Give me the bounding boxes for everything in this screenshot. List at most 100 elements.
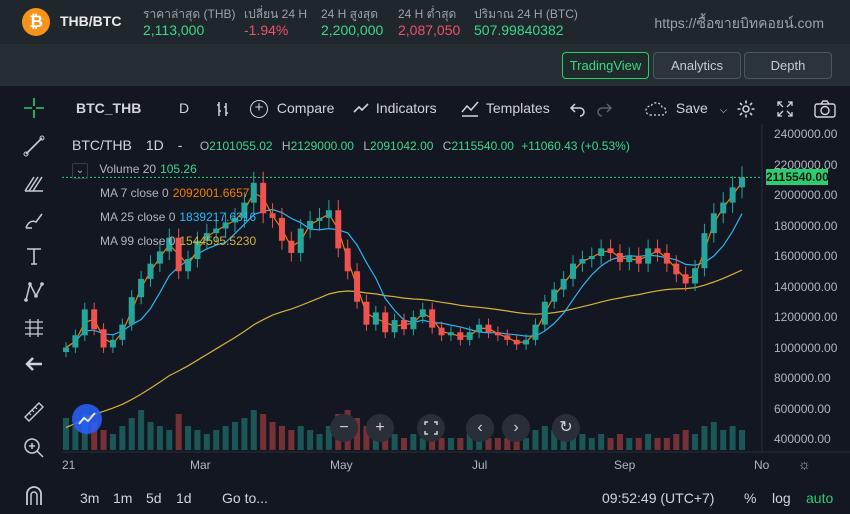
volume-bar	[91, 422, 98, 450]
candle-body	[616, 252, 623, 263]
chart-area[interactable]: BTC/THB 1D - O2101055.02 H2129000.00 L2091…	[62, 124, 850, 472]
depth-button[interactable]: Depth	[744, 52, 832, 79]
fib-tool-icon[interactable]	[20, 171, 48, 199]
volume-bar	[701, 426, 708, 450]
ma99-line	[65, 269, 743, 429]
goto-button[interactable]: Go to...	[222, 490, 268, 506]
candle-body	[419, 309, 426, 317]
candle-body	[260, 182, 267, 214]
candle-body	[626, 256, 633, 263]
candle-body	[297, 228, 304, 253]
volume-bar	[485, 438, 492, 450]
axis-settings-gear-icon[interactable]: ☼	[798, 456, 811, 472]
time-tick-label: Mar	[190, 458, 211, 472]
volume-legend-value: 105.26	[160, 162, 197, 176]
volume-bar	[147, 422, 154, 450]
range-5d[interactable]: 5d	[146, 490, 162, 506]
range-1d[interactable]: 1d	[176, 490, 192, 506]
c-value: 2115540.00	[451, 139, 514, 153]
camera-icon[interactable]	[814, 94, 836, 122]
ma99-legend[interactable]: MA 99 close 0 1544595.5230	[100, 234, 256, 248]
range-1m[interactable]: 1m	[113, 490, 133, 506]
volume-legend[interactable]: ⌄ Volume 20 105.26	[72, 162, 197, 179]
ma25-legend[interactable]: MA 25 close 0 1839217.6316	[100, 210, 256, 224]
clock-display[interactable]: 09:52:49 (UTC+7)	[602, 490, 715, 506]
price-tick-label: 400000.00	[774, 432, 831, 446]
reset-view-button[interactable]	[417, 414, 445, 442]
interval-button[interactable]: D	[179, 100, 190, 116]
zoom-in-icon[interactable]	[20, 436, 48, 464]
candle-body	[250, 182, 257, 203]
candle-body	[91, 309, 98, 330]
candle-body	[166, 237, 173, 252]
candle-body	[466, 332, 473, 340]
ruler-icon[interactable]	[20, 400, 48, 428]
volume-bar	[447, 438, 454, 450]
refresh-button[interactable]: ↻	[552, 414, 580, 442]
range-3m[interactable]: 3m	[80, 490, 100, 506]
settings-gear-icon[interactable]	[736, 94, 756, 122]
percent-toggle[interactable]: %	[744, 490, 757, 506]
scroll-right-button[interactable]: ›	[502, 414, 530, 442]
candle-body	[645, 248, 652, 264]
change-value: -1.94%	[244, 22, 289, 38]
symbol-search[interactable]: BTC_THB	[76, 100, 142, 116]
analytics-button[interactable]: Analytics	[653, 52, 741, 79]
indicators-button[interactable]: Indicators	[352, 94, 437, 122]
zoom-out-button[interactable]: −	[330, 414, 358, 442]
volume-bar	[100, 430, 107, 450]
log-toggle[interactable]: log	[772, 490, 791, 506]
volume-bar	[109, 434, 116, 450]
candle-body	[316, 217, 323, 221]
candle-body	[720, 202, 727, 214]
templates-button[interactable]: Templates	[460, 94, 550, 122]
volume-bar	[119, 426, 126, 450]
time-tick-label: Sep	[614, 458, 636, 472]
volume-bar	[250, 410, 257, 450]
candle-body	[607, 248, 614, 253]
last-price-label: ราคาล่าสุด (THB)	[143, 7, 236, 21]
tradingview-button[interactable]: TradingView	[562, 52, 649, 79]
fullscreen-icon[interactable]	[776, 94, 794, 122]
volume-bar	[297, 426, 304, 450]
volume-bar	[523, 438, 530, 450]
last-price-stat: ราคาล่าสุด (THB) 2,113,000	[143, 6, 235, 39]
candle-body	[739, 177, 745, 188]
collapse-chevron-icon[interactable]: ⌄	[72, 163, 88, 179]
volume-bar	[194, 430, 201, 450]
volume-bar	[541, 426, 548, 450]
ma99-legend-value: 1544595.5230	[179, 234, 257, 248]
pattern-icon[interactable]	[20, 280, 48, 308]
candle-body	[335, 210, 342, 249]
volume-bar	[128, 418, 135, 450]
compare-button[interactable]: + Compare	[250, 94, 334, 122]
crosshair-icon[interactable]	[20, 96, 48, 124]
redo-icon[interactable]	[595, 94, 613, 122]
candle-body	[232, 217, 238, 223]
save-button[interactable]: Save ⌵	[644, 94, 727, 122]
zoom-in-button[interactable]: +	[366, 414, 394, 442]
volume-bar	[325, 426, 332, 450]
candle-body	[128, 297, 135, 325]
volume-legend-label: Volume 20	[99, 162, 157, 176]
ma7-legend[interactable]: MA 7 close 0 2092001.6657	[100, 186, 249, 200]
scroll-left-button[interactable]: ‹	[466, 414, 494, 442]
magnet-icon[interactable]	[20, 484, 48, 512]
candle-body	[213, 228, 220, 234]
candle-body	[692, 268, 699, 284]
volume-bar	[710, 422, 717, 450]
site-url[interactable]: https://ซื้อขายบิทคอยน์.com	[654, 15, 824, 31]
price-chart[interactable]	[62, 124, 850, 454]
brush-icon[interactable]	[20, 208, 48, 236]
volume-bar	[391, 434, 398, 450]
auto-toggle[interactable]: auto	[806, 490, 834, 506]
volume-bar	[316, 434, 323, 450]
undo-icon[interactable]	[569, 94, 587, 122]
logo-icon[interactable]	[72, 404, 102, 434]
text-tool-icon[interactable]	[20, 244, 48, 272]
prediction-icon[interactable]	[20, 316, 48, 344]
bar-style-icon[interactable]	[214, 94, 232, 122]
trend-line-icon[interactable]	[20, 134, 48, 162]
time-tick-label: No	[754, 458, 770, 472]
arrow-left-icon[interactable]	[20, 352, 48, 380]
